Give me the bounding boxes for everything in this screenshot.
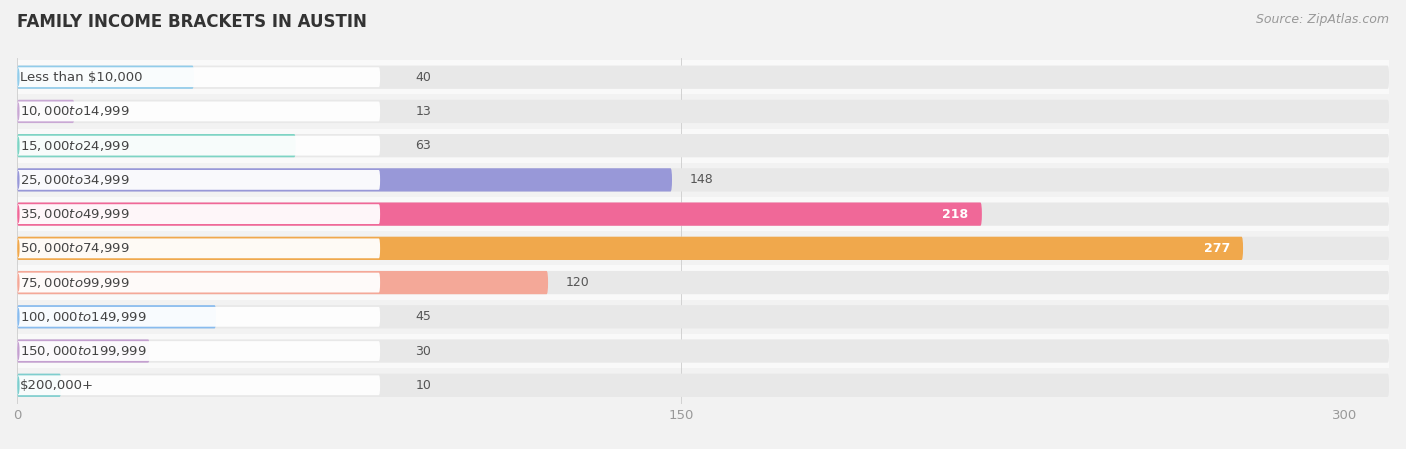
- Text: $10,000 to $14,999: $10,000 to $14,999: [20, 105, 129, 119]
- Circle shape: [17, 342, 20, 360]
- FancyBboxPatch shape: [17, 271, 548, 294]
- FancyBboxPatch shape: [17, 66, 1389, 89]
- Circle shape: [17, 273, 20, 292]
- FancyBboxPatch shape: [17, 128, 1389, 163]
- FancyBboxPatch shape: [17, 67, 380, 87]
- FancyBboxPatch shape: [17, 273, 380, 292]
- Text: 218: 218: [942, 207, 969, 220]
- Text: 45: 45: [415, 310, 432, 323]
- FancyBboxPatch shape: [17, 299, 1389, 334]
- Text: $15,000 to $24,999: $15,000 to $24,999: [20, 139, 129, 153]
- FancyBboxPatch shape: [17, 238, 380, 258]
- FancyBboxPatch shape: [17, 305, 217, 329]
- Text: 30: 30: [415, 344, 432, 357]
- FancyBboxPatch shape: [17, 231, 1389, 265]
- FancyBboxPatch shape: [17, 168, 672, 192]
- FancyBboxPatch shape: [17, 197, 1389, 231]
- FancyBboxPatch shape: [17, 375, 380, 395]
- FancyBboxPatch shape: [17, 163, 1389, 197]
- FancyBboxPatch shape: [17, 100, 1389, 123]
- Circle shape: [17, 68, 20, 86]
- Text: 63: 63: [415, 139, 432, 152]
- Circle shape: [17, 171, 20, 189]
- FancyBboxPatch shape: [17, 94, 1389, 128]
- FancyBboxPatch shape: [17, 339, 149, 363]
- Text: $75,000 to $99,999: $75,000 to $99,999: [20, 276, 129, 290]
- FancyBboxPatch shape: [17, 374, 1389, 397]
- FancyBboxPatch shape: [17, 368, 1389, 402]
- Circle shape: [17, 308, 20, 326]
- Text: FAMILY INCOME BRACKETS IN AUSTIN: FAMILY INCOME BRACKETS IN AUSTIN: [17, 13, 367, 31]
- Text: 277: 277: [1204, 242, 1230, 255]
- FancyBboxPatch shape: [17, 237, 1389, 260]
- FancyBboxPatch shape: [17, 134, 1389, 157]
- Text: 40: 40: [415, 70, 432, 84]
- Text: $200,000+: $200,000+: [20, 379, 94, 392]
- FancyBboxPatch shape: [17, 271, 1389, 294]
- FancyBboxPatch shape: [17, 101, 380, 121]
- FancyBboxPatch shape: [17, 134, 295, 157]
- FancyBboxPatch shape: [17, 136, 380, 155]
- FancyBboxPatch shape: [17, 339, 1389, 363]
- FancyBboxPatch shape: [17, 204, 380, 224]
- Text: $35,000 to $49,999: $35,000 to $49,999: [20, 207, 129, 221]
- FancyBboxPatch shape: [17, 305, 1389, 329]
- Circle shape: [17, 136, 20, 155]
- FancyBboxPatch shape: [17, 374, 60, 397]
- Text: $25,000 to $34,999: $25,000 to $34,999: [20, 173, 129, 187]
- FancyBboxPatch shape: [17, 202, 981, 226]
- FancyBboxPatch shape: [17, 202, 1389, 226]
- Circle shape: [17, 102, 20, 120]
- FancyBboxPatch shape: [17, 341, 380, 361]
- FancyBboxPatch shape: [17, 170, 380, 190]
- FancyBboxPatch shape: [17, 237, 1243, 260]
- FancyBboxPatch shape: [17, 60, 1389, 94]
- Circle shape: [17, 205, 20, 223]
- Text: 13: 13: [415, 105, 432, 118]
- Circle shape: [17, 376, 20, 394]
- Text: 120: 120: [565, 276, 589, 289]
- FancyBboxPatch shape: [17, 334, 1389, 368]
- Text: $50,000 to $74,999: $50,000 to $74,999: [20, 242, 129, 255]
- FancyBboxPatch shape: [17, 168, 1389, 192]
- FancyBboxPatch shape: [17, 265, 1389, 299]
- Text: Less than $10,000: Less than $10,000: [20, 70, 142, 84]
- Text: $100,000 to $149,999: $100,000 to $149,999: [20, 310, 146, 324]
- Text: 148: 148: [690, 173, 713, 186]
- Text: Source: ZipAtlas.com: Source: ZipAtlas.com: [1256, 13, 1389, 26]
- FancyBboxPatch shape: [17, 307, 380, 327]
- FancyBboxPatch shape: [17, 66, 194, 89]
- Text: $150,000 to $199,999: $150,000 to $199,999: [20, 344, 146, 358]
- Circle shape: [17, 239, 20, 257]
- Text: 10: 10: [415, 379, 432, 392]
- FancyBboxPatch shape: [17, 100, 75, 123]
